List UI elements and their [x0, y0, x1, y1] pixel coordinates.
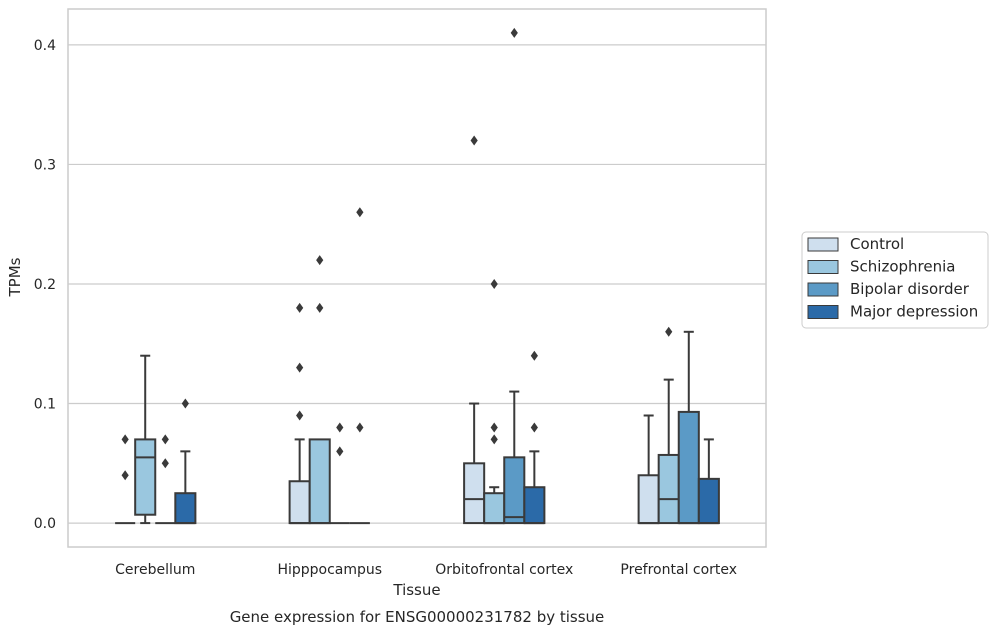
- outlier-point: [161, 434, 169, 445]
- legend-frame: [801, 231, 989, 329]
- legend-swatch: [807, 237, 839, 252]
- box-bipolar-disorder: [329, 422, 350, 525]
- box: [463, 462, 486, 525]
- outlier-point: [510, 27, 518, 38]
- box: [308, 438, 331, 525]
- y-tick-label: 0.4: [34, 38, 56, 54]
- grid-lines: [68, 44, 766, 524]
- outlier-point: [316, 255, 324, 266]
- outlier-point: [316, 302, 324, 313]
- legend-label: Bipolar disorder: [850, 280, 970, 298]
- legend-swatch: [807, 260, 839, 274]
- x-axis-ticks: Cerebellum Hipppocampus Orbitofrontal cort…: [115, 562, 737, 578]
- legend-swatch: [807, 282, 839, 297]
- outlier-point: [336, 422, 344, 433]
- outlier-point: [530, 350, 538, 361]
- x-tick-label: Cerebellum: [115, 562, 195, 578]
- box-schizophrenia: [134, 354, 157, 525]
- y-tick-label: 0.2: [34, 277, 56, 293]
- box-control: [463, 135, 486, 525]
- legend-label: Schizophrenia: [850, 258, 955, 276]
- box-bipolar-disorder: [677, 330, 700, 525]
- outlier-point: [181, 398, 189, 409]
- outlier-point: [296, 362, 304, 373]
- box: [697, 477, 720, 525]
- box: [174, 492, 197, 525]
- box-major-depression: [174, 398, 197, 525]
- box-bipolar-disorder: [503, 27, 526, 525]
- box-bipolar-disorder: [155, 434, 176, 525]
- x-tick-label: Orbitofrontal cortex: [435, 562, 573, 578]
- box-control: [115, 434, 136, 525]
- outlier-point: [356, 207, 364, 218]
- outlier-point: [490, 434, 498, 445]
- legend-label: Major depression: [850, 303, 978, 321]
- outlier-point: [336, 446, 344, 457]
- box-major-depression: [697, 438, 720, 525]
- outlier-point: [490, 278, 498, 289]
- outlier-point: [296, 410, 304, 421]
- y-tick-label: 0.0: [34, 516, 56, 532]
- box: [637, 474, 660, 525]
- outlier-point: [530, 422, 538, 433]
- box-control: [637, 414, 660, 525]
- box-control: [288, 302, 311, 525]
- plot-area-frame: [67, 8, 767, 548]
- box-major-depression: [349, 207, 370, 525]
- box: [134, 438, 157, 516]
- box-major-depression: [523, 350, 546, 525]
- y-axis-ticks: 0.0 0.1 0.2 0.3 0.4: [34, 38, 56, 532]
- legend: Control Schizophrenia Bipolar disorder Majo…: [801, 231, 989, 329]
- box: [288, 480, 311, 525]
- x-axis-label: Tissue: [392, 581, 440, 599]
- legend-swatch: [807, 305, 839, 319]
- outlier-point: [161, 458, 169, 469]
- outlier-point: [490, 422, 498, 433]
- box: [483, 492, 506, 525]
- box: [523, 486, 546, 525]
- y-tick-label: 0.1: [34, 397, 56, 413]
- outlier-point: [121, 470, 129, 481]
- box: [677, 410, 700, 525]
- y-axis-label: TPMs: [6, 257, 24, 297]
- x-tick-label: Prefrontal cortex: [620, 562, 737, 578]
- outlier-point: [356, 422, 364, 433]
- box-plot-series: [115, 27, 720, 525]
- chart-caption: Gene expression for ENSG00000231782 by t…: [230, 608, 605, 626]
- legend-label: Control: [850, 235, 904, 253]
- box-schizophrenia: [657, 326, 680, 525]
- box: [503, 456, 526, 525]
- box-schizophrenia: [483, 278, 506, 525]
- box: [657, 453, 680, 525]
- box-schizophrenia: [308, 255, 331, 525]
- outlier-point: [121, 434, 129, 445]
- outlier-point: [470, 135, 478, 146]
- outlier-point: [296, 302, 304, 313]
- outlier-point: [665, 326, 673, 337]
- y-tick-label: 0.3: [34, 157, 56, 173]
- x-tick-label: Hipppocampus: [277, 562, 382, 578]
